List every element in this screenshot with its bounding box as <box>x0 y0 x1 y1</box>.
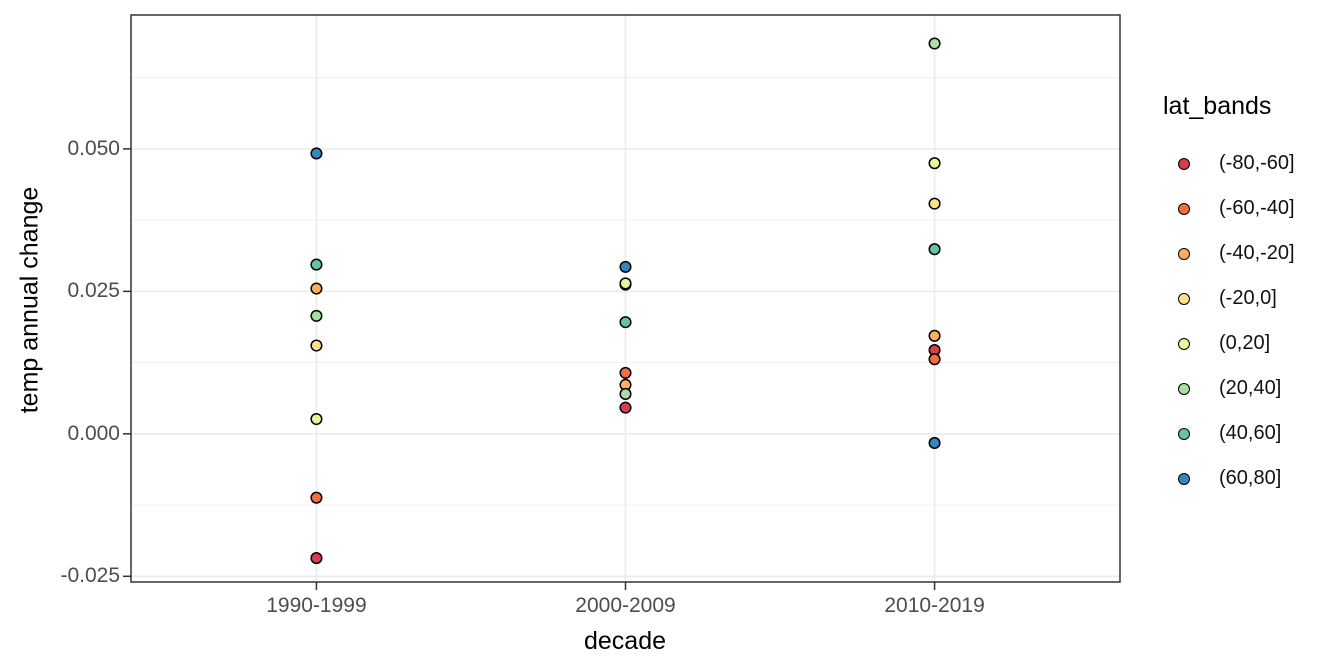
legend-item-label: (20,40] <box>1219 377 1282 399</box>
data-point <box>310 147 323 160</box>
data-point <box>310 339 323 352</box>
data-point <box>310 282 323 295</box>
legend-item: (-40,-20] <box>1162 231 1342 276</box>
legend-item: (40,60] <box>1162 411 1342 456</box>
data-point <box>619 401 632 414</box>
data-point <box>310 412 323 426</box>
data-point <box>928 353 941 366</box>
legend-key-dot <box>1178 157 1190 170</box>
data-point <box>928 243 941 256</box>
y-tick-label: 0.050 <box>67 136 120 160</box>
legend-item-label: (-40,-20] <box>1219 242 1295 264</box>
y-tick-label: 0.000 <box>67 421 120 445</box>
legend-key-dot <box>1178 337 1190 350</box>
legend-item: (-20,0] <box>1162 276 1342 321</box>
legend-key-dot <box>1178 382 1190 395</box>
legend-item-label: (40,60] <box>1219 422 1282 444</box>
legend-item: (60,80] <box>1162 456 1342 501</box>
data-point <box>928 436 941 450</box>
legend-item-label: (-20,0] <box>1219 287 1277 309</box>
x-tick-label: 1990-1999 <box>266 594 367 617</box>
panel-border <box>130 14 1121 583</box>
data-point <box>928 157 941 170</box>
x-axis-title: decade <box>583 627 667 655</box>
x-tick-label: 2010-2019 <box>884 594 985 617</box>
legend-key-dot <box>1178 202 1190 215</box>
data-point <box>619 316 632 329</box>
legend-item: (-80,-60] <box>1162 141 1342 186</box>
legend-items: (-80,-60] (-60,-40] (-40,-20] (-20,0] (0,20]… <box>1162 141 1342 501</box>
legend-item-label: (-60,-40] <box>1219 197 1295 219</box>
y-tick-label: 0.025 <box>67 279 120 303</box>
data-point <box>619 366 632 379</box>
y-tick-label: -0.025 <box>60 564 120 588</box>
y-axis-title: temp annual change <box>15 186 44 414</box>
legend: lat_bands (-80,-60] (-60,-40] (-40,-20] (-2… <box>1162 92 1342 501</box>
data-point <box>310 309 323 322</box>
legend-item-label: (0,20] <box>1219 332 1271 354</box>
data-point <box>310 258 323 271</box>
legend-key-dot <box>1178 292 1190 305</box>
legend-key-dot <box>1178 472 1190 485</box>
data-point <box>619 277 632 290</box>
legend-title: lat_bands <box>1163 92 1272 120</box>
data-point <box>310 552 323 565</box>
data-point <box>619 260 632 273</box>
legend-key-dot <box>1178 427 1190 440</box>
x-tick-label: 2000-2009 <box>575 594 676 617</box>
data-point <box>928 329 941 342</box>
data-point <box>619 387 632 400</box>
legend-item: (0,20] <box>1162 321 1342 366</box>
legend-item-label: (-80,-60] <box>1219 152 1295 174</box>
legend-key-dot <box>1178 247 1190 260</box>
data-point <box>928 197 941 210</box>
legend-item: (20,40] <box>1162 366 1342 411</box>
legend-item: (-60,-40] <box>1162 186 1342 231</box>
legend-item-label: (60,80] <box>1219 467 1282 489</box>
data-point <box>928 37 941 50</box>
data-point <box>310 491 323 504</box>
